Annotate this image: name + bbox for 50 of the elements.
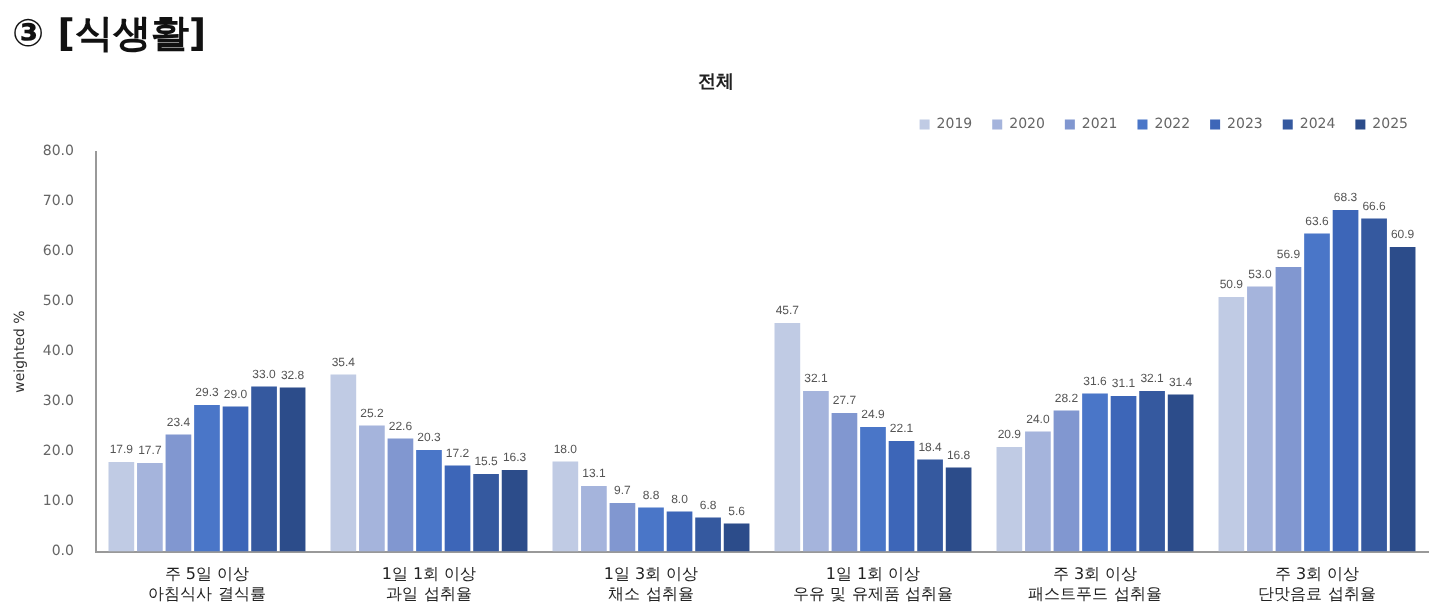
bar — [1218, 297, 1245, 552]
bar — [803, 391, 829, 552]
chart-title: ③ [식생활] — [12, 10, 207, 60]
chart-subtitle: 전체 — [698, 73, 734, 94]
bar — [108, 462, 135, 552]
bar — [996, 447, 1023, 552]
bar — [1247, 286, 1273, 552]
bar — [416, 450, 442, 552]
bar — [359, 425, 385, 552]
bar — [609, 503, 636, 552]
bar — [1139, 391, 1165, 552]
bar — [695, 517, 721, 552]
x-tick-label: 주 3회 이상 패스트푸드 섭취율 — [1028, 565, 1162, 603]
bar — [945, 467, 972, 552]
bar — [1332, 210, 1359, 552]
bar — [1389, 247, 1416, 552]
bar — [330, 374, 357, 552]
bar — [387, 438, 414, 552]
bar — [194, 405, 220, 552]
bar — [251, 386, 277, 552]
bar — [774, 323, 801, 552]
bar — [137, 463, 163, 552]
bar — [552, 461, 579, 552]
x-tick-label: 1일 1회 이상 우유 및 유제품 섭취율 — [793, 565, 953, 603]
x-tick-label: 1일 1회 이상 과일 섭취율 — [381, 565, 477, 603]
bar — [917, 459, 943, 552]
x-tick-label: 주 3회 이상 단맛음료 섭취율 — [1258, 565, 1376, 603]
bar — [222, 406, 249, 552]
bar — [1082, 393, 1108, 552]
bar — [444, 465, 471, 552]
bar — [279, 387, 306, 552]
bar — [860, 427, 886, 552]
bar — [888, 441, 915, 552]
bar — [581, 486, 607, 552]
bar — [1053, 410, 1080, 552]
bar — [165, 434, 192, 552]
bar — [1361, 218, 1387, 552]
bar — [473, 474, 499, 552]
bar — [1110, 396, 1137, 552]
bar — [666, 511, 693, 552]
bar — [1304, 233, 1330, 552]
bar — [638, 507, 664, 552]
bar — [1275, 267, 1302, 552]
bar — [1025, 431, 1051, 552]
bar — [501, 470, 528, 552]
bar — [1167, 394, 1194, 552]
x-tick-label: 1일 3회 이상 채소 섭취율 — [603, 565, 699, 603]
bar — [723, 523, 750, 552]
bar — [831, 413, 858, 552]
x-tick-label: 주 5일 이상 아침식사 결식률 — [148, 565, 266, 603]
